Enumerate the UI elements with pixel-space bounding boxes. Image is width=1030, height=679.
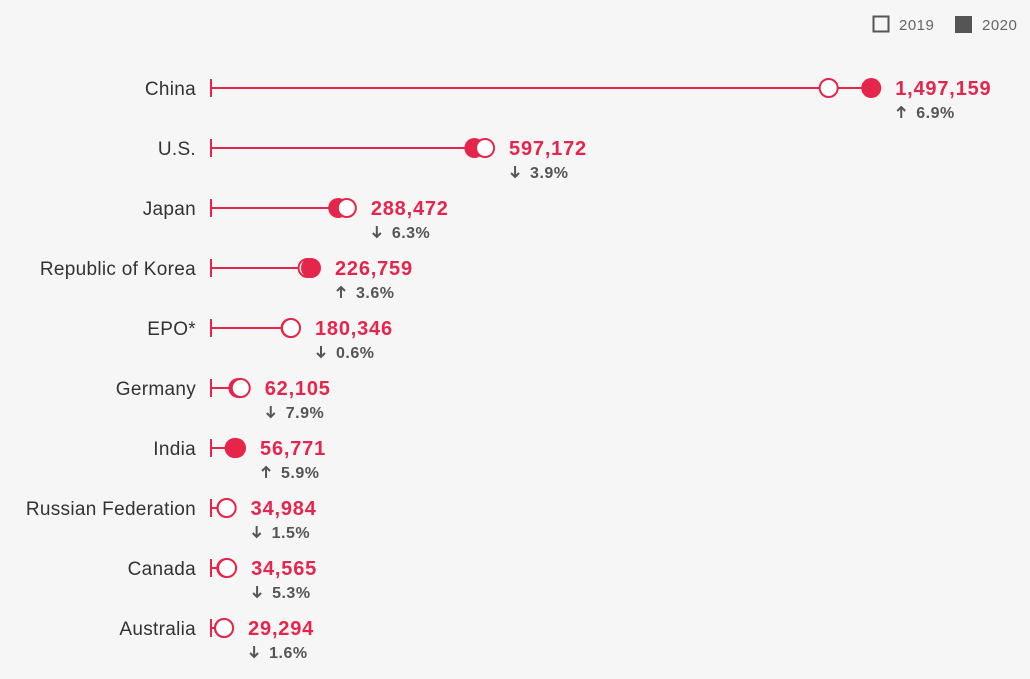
legend-2019-label: 2019 bbox=[899, 17, 934, 34]
dot-2019 bbox=[214, 618, 235, 638]
change-label: 6.9% bbox=[916, 105, 954, 122]
value-label: 226,759 bbox=[335, 258, 413, 280]
chart-row: Republic of Korea 226,759 3.6% bbox=[40, 258, 413, 302]
arrow-head bbox=[896, 105, 906, 112]
arrow-head bbox=[372, 232, 382, 239]
chart-rows: China 1,497,159 6.9% U.S. 597,172 3.9% Japan 28… bbox=[26, 78, 991, 662]
dot-2019 bbox=[281, 318, 302, 338]
country-label: Japan bbox=[143, 199, 196, 220]
country-label: U.S. bbox=[158, 139, 196, 160]
chart-row: Germany 62,105 7.9% bbox=[116, 378, 331, 422]
arrow-up-icon bbox=[336, 285, 346, 298]
value-label: 62,105 bbox=[265, 378, 331, 400]
country-label: Canada bbox=[128, 559, 196, 580]
value-label: 180,346 bbox=[315, 318, 393, 340]
value-label: 34,565 bbox=[251, 558, 317, 580]
country-label: EPO* bbox=[147, 319, 196, 340]
country-label: Russian Federation bbox=[26, 499, 196, 520]
arrow-head bbox=[252, 592, 262, 599]
chart-row: Russian Federation 34,984 1.5% bbox=[26, 498, 317, 542]
dot-2019 bbox=[230, 378, 251, 398]
country-label: Australia bbox=[119, 619, 196, 640]
arrow-head bbox=[251, 532, 262, 539]
arrow-down-icon bbox=[249, 646, 259, 659]
chart-row: Australia 29,294 1.6% bbox=[119, 618, 314, 662]
legend-2020-label: 2020 bbox=[982, 17, 1017, 34]
country-label: India bbox=[153, 439, 196, 460]
value-label: 1,497,159 bbox=[895, 78, 991, 100]
change-label: 1.5% bbox=[272, 525, 310, 542]
arrow-down-icon bbox=[252, 586, 262, 599]
legend-2019-swatch bbox=[872, 15, 890, 33]
value-label: 56,771 bbox=[260, 438, 326, 460]
arrow-down-icon bbox=[266, 406, 276, 419]
value-label: 34,984 bbox=[251, 498, 317, 520]
arrow-up-icon bbox=[261, 465, 271, 478]
country-label: Republic of Korea bbox=[40, 259, 196, 280]
arrow-head bbox=[266, 412, 276, 419]
arrow-head bbox=[510, 172, 520, 179]
chart-row: China 1,497,159 6.9% bbox=[145, 78, 991, 122]
country-label: Germany bbox=[116, 379, 196, 400]
change-label: 3.6% bbox=[356, 285, 394, 302]
arrow-down-icon bbox=[372, 226, 382, 239]
arrow-head bbox=[261, 465, 271, 472]
arrow-head bbox=[249, 652, 259, 659]
country-label: China bbox=[145, 79, 196, 100]
arrow-up-icon bbox=[896, 105, 906, 118]
change-label: 5.9% bbox=[281, 465, 319, 482]
chart-row: U.S. 597,172 3.9% bbox=[158, 138, 587, 182]
legend-2020-swatch bbox=[955, 16, 972, 33]
dot-2019 bbox=[216, 498, 237, 518]
change-label: 0.6% bbox=[336, 345, 374, 362]
dot-2019 bbox=[475, 138, 496, 158]
arrow-down-icon bbox=[251, 526, 262, 539]
chart-row: EPO* 180,346 0.6% bbox=[147, 318, 393, 362]
dot-2019 bbox=[336, 198, 357, 218]
chart-row: Japan 288,472 6.3% bbox=[143, 198, 449, 242]
value-label: 29,294 bbox=[248, 618, 314, 640]
arrow-down-icon bbox=[510, 166, 520, 179]
dot-2020 bbox=[226, 438, 247, 458]
dot-2020 bbox=[301, 258, 322, 278]
chart-row: Canada 34,565 5.3% bbox=[128, 558, 317, 602]
arrow-head bbox=[336, 285, 346, 292]
dot-2019 bbox=[217, 558, 238, 578]
change-label: 5.3% bbox=[272, 585, 310, 602]
change-label: 1.6% bbox=[269, 645, 307, 662]
chart-row: India 56,771 5.9% bbox=[153, 438, 326, 482]
arrow-down-icon bbox=[316, 346, 326, 359]
dot-2020 bbox=[861, 78, 882, 98]
dot-2019 bbox=[818, 78, 839, 98]
change-label: 3.9% bbox=[530, 165, 568, 182]
value-label: 597,172 bbox=[509, 138, 587, 160]
change-label: 6.3% bbox=[392, 225, 430, 242]
change-label: 7.9% bbox=[286, 405, 324, 422]
arrow-head bbox=[316, 352, 326, 359]
value-label: 288,472 bbox=[371, 198, 449, 220]
legend: 2019 2020 bbox=[872, 15, 1017, 34]
